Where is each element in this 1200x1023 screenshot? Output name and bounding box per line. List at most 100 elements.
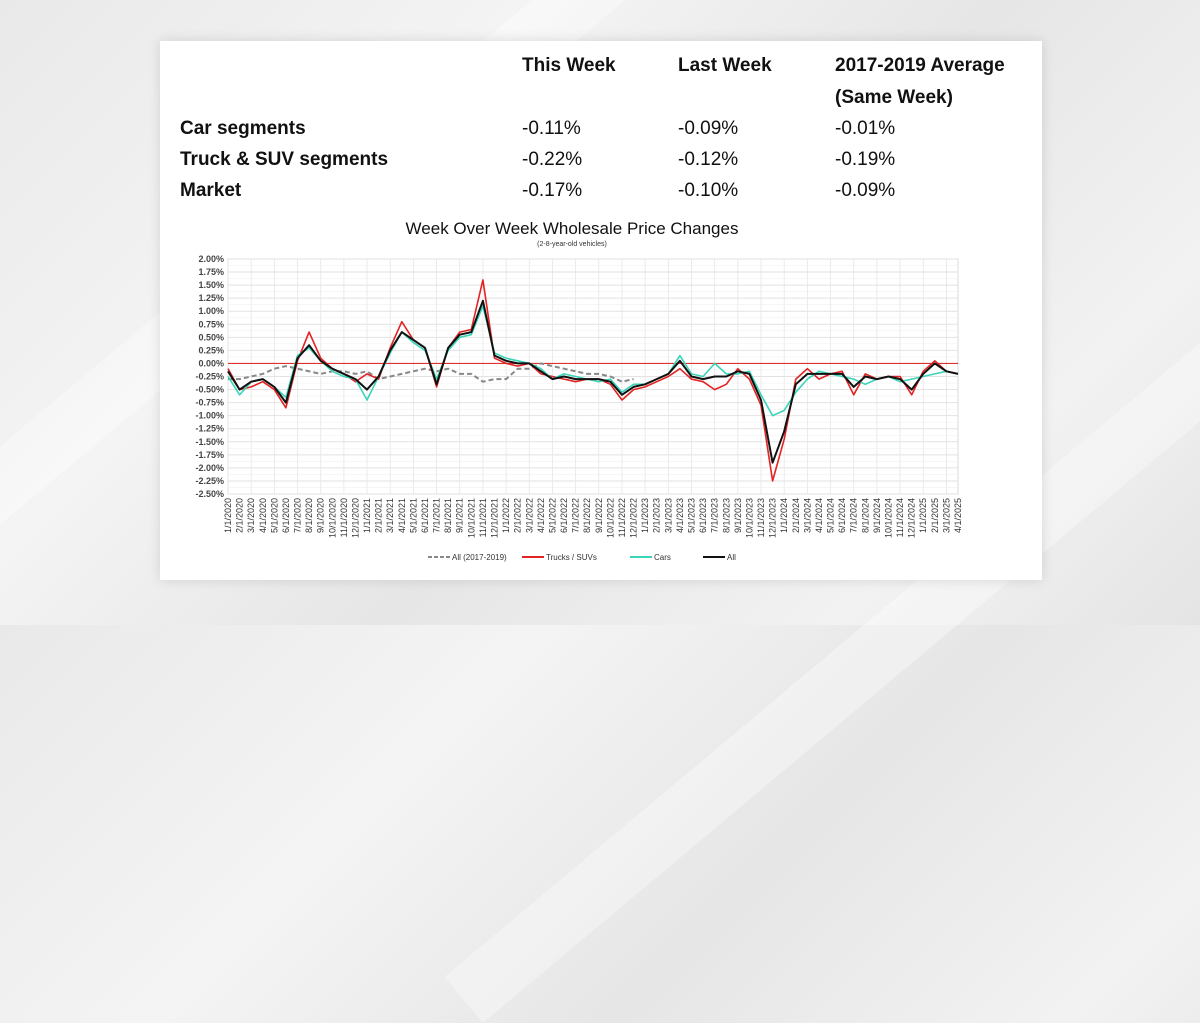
y-tick-label: -2.50% — [195, 489, 224, 499]
x-tick-label: 6/1/2020 — [281, 498, 291, 533]
y-tick-label: -2.25% — [195, 476, 224, 486]
cell-truck-this-week: -0.22% — [522, 149, 583, 170]
x-tick-label: 6/1/2021 — [420, 498, 430, 533]
y-tick-label: 1.00% — [198, 306, 224, 316]
x-tick-label: 12/1/2020 — [350, 498, 360, 538]
cell-truck-average: -0.19% — [835, 149, 896, 170]
summary-table: This Week Last Week 2017-2019 Average (S… — [160, 41, 1042, 211]
column-header-last-week: Last Week — [678, 55, 772, 76]
legend-label: All (2017-2019) — [452, 553, 507, 562]
x-tick-label: 2/1/2023 — [652, 498, 662, 533]
chart-subtitle: (2-8-year-old vehicles) — [537, 241, 607, 248]
series-line-all — [227, 299, 959, 464]
x-tick-label: 4/1/2021 — [397, 498, 407, 533]
x-tick-label: 9/1/2023 — [733, 498, 743, 533]
y-tick-label: 0.75% — [198, 319, 224, 329]
x-tick-label: 8/1/2020 — [304, 498, 314, 533]
x-tick-label: 11/1/2021 — [478, 498, 488, 537]
cell-market-this-week: -0.17% — [522, 180, 583, 201]
y-tick-label: -0.50% — [195, 385, 224, 395]
y-tick-label: -0.75% — [195, 398, 224, 408]
chart-title: Week Over Week Wholesale Price Changes — [406, 219, 739, 238]
cell-car-this-week: -0.11% — [522, 118, 581, 139]
x-tick-label: 1/1/2024 — [779, 498, 789, 533]
x-tick-label: 12/1/2023 — [768, 498, 778, 538]
x-tick-label: 2/1/2022 — [513, 498, 523, 533]
column-header-same-week: (Same Week) — [835, 87, 953, 108]
y-tick-label: 0.00% — [198, 358, 224, 368]
x-tick-label: 11/1/2022 — [617, 498, 627, 537]
x-tick-label: 5/1/2021 — [408, 498, 418, 533]
x-tick-label: 3/1/2024 — [802, 498, 812, 533]
x-tick-label: 2/1/2024 — [791, 498, 801, 533]
x-tick-label: 2/1/2025 — [930, 498, 940, 533]
x-tick-label: 9/1/2020 — [316, 498, 326, 533]
y-tick-label: -1.00% — [195, 411, 224, 421]
y-tick-label: 1.25% — [198, 293, 224, 303]
chart-series — [227, 279, 959, 482]
x-tick-label: 7/1/2021 — [432, 498, 442, 533]
x-tick-label: 8/1/2024 — [860, 498, 870, 533]
wholesale-price-chart: Week Over Week Wholesale Price Changes (… — [195, 219, 963, 562]
y-tick-label: -2.00% — [195, 463, 224, 473]
x-tick-label: 12/1/2022 — [629, 498, 639, 538]
x-tick-label: 9/1/2021 — [455, 498, 465, 533]
chart-legend: All (2017-2019) Trucks / SUVs Cars All — [428, 553, 736, 562]
x-tick-label: 9/1/2022 — [594, 498, 604, 533]
x-tick-label: 10/1/2020 — [327, 498, 337, 538]
x-tick-label: 12/1/2024 — [907, 498, 917, 538]
x-tick-label: 3/1/2022 — [524, 498, 534, 533]
y-tick-label: -1.25% — [195, 424, 224, 434]
y-tick-label: 0.50% — [198, 332, 224, 342]
x-tick-label: 4/1/2025 — [953, 498, 963, 533]
x-tick-label: 11/1/2023 — [756, 498, 766, 537]
x-tick-label: 4/1/2020 — [258, 498, 268, 533]
series-line-cars — [227, 305, 959, 417]
row-label-truck-suv-segments: Truck & SUV segments — [180, 149, 389, 170]
chart-grid — [227, 258, 959, 495]
x-tick-label: 8/1/2022 — [582, 498, 592, 533]
x-tick-label: 5/1/2020 — [269, 498, 279, 533]
x-tick-label: 10/1/2021 — [466, 498, 476, 538]
x-tick-label: 1/1/2023 — [640, 498, 650, 533]
y-tick-label: -1.75% — [195, 450, 224, 460]
x-axis: 1/1/2020 2/1/2020 3/1/2020 4/1/2020 5/1/2020… — [223, 498, 963, 538]
row-label-market: Market — [180, 180, 242, 201]
x-tick-label: 9/1/2024 — [872, 498, 882, 533]
column-header-average: 2017-2019 Average — [835, 55, 1005, 76]
legend-label: Trucks / SUVs — [546, 553, 597, 562]
x-tick-label: 7/1/2024 — [849, 498, 859, 533]
x-tick-label: 7/1/2020 — [293, 498, 303, 533]
x-tick-label: 1/1/2025 — [918, 498, 928, 533]
cell-car-last-week: -0.09% — [678, 118, 739, 139]
cell-car-average: -0.01% — [835, 118, 896, 139]
x-tick-label: 8/1/2021 — [443, 498, 453, 533]
cell-market-last-week: -0.10% — [678, 180, 739, 201]
row-label-car-segments: Car segments — [180, 118, 306, 139]
x-tick-label: 3/1/2020 — [246, 498, 256, 533]
x-tick-label: 1/1/2020 — [223, 498, 233, 533]
x-tick-label: 10/1/2024 — [883, 498, 893, 538]
x-tick-label: 11/1/2024 — [895, 498, 905, 537]
y-tick-label: -0.25% — [195, 372, 224, 382]
x-tick-label: 7/1/2022 — [571, 498, 581, 533]
x-tick-label: 6/1/2024 — [837, 498, 847, 533]
x-tick-label: 6/1/2023 — [698, 498, 708, 533]
x-tick-label: 7/1/2023 — [710, 498, 720, 533]
x-tick-label: 11/1/2020 — [339, 498, 349, 537]
cell-market-average: -0.09% — [835, 180, 896, 201]
x-tick-label: 6/1/2022 — [559, 498, 569, 533]
cell-truck-last-week: -0.12% — [678, 149, 739, 170]
x-tick-label: 12/1/2021 — [490, 498, 500, 538]
x-tick-label: 3/1/2025 — [941, 498, 951, 533]
y-tick-label: -1.50% — [195, 437, 224, 447]
x-tick-label: 3/1/2021 — [385, 498, 395, 533]
x-tick-label: 10/1/2023 — [744, 498, 754, 538]
y-axis: 2.00% 1.75% 1.50% 1.25% 1.00% 0.75% 0.50% 0.25%… — [195, 254, 224, 499]
x-tick-label: 4/1/2023 — [675, 498, 685, 533]
y-tick-label: 0.25% — [198, 345, 224, 355]
y-tick-label: 1.75% — [198, 267, 224, 277]
x-tick-label: 1/1/2021 — [362, 498, 372, 533]
y-tick-label: 1.50% — [198, 280, 224, 290]
column-header-this-week: This Week — [522, 55, 616, 76]
